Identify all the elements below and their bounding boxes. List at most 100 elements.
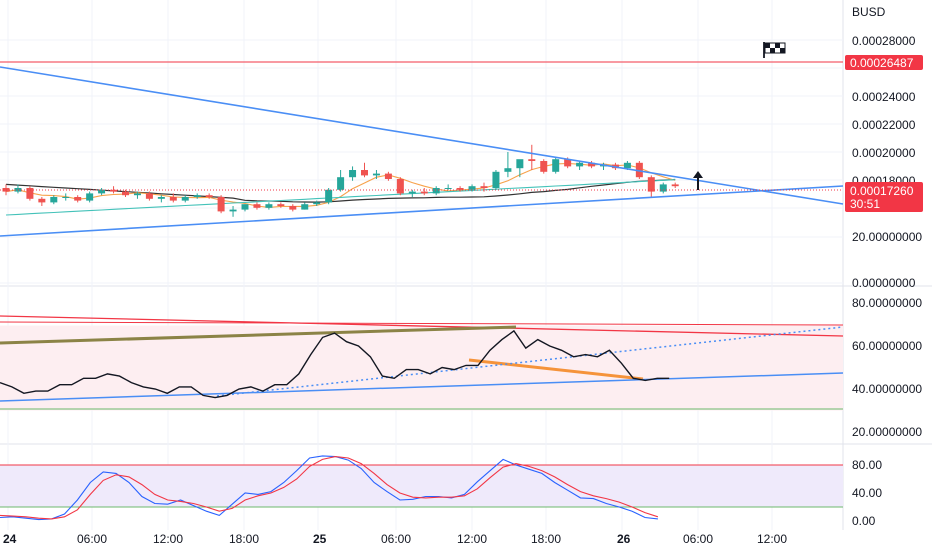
ma-long-line [5,179,676,216]
price-tick-label: 0.00024000 [852,90,916,104]
candle-body [26,188,34,199]
candle-body [372,173,380,176]
stochastic-band-fill [0,465,843,507]
candle-body [74,197,82,201]
candle-body [540,161,548,172]
candle-body [671,184,679,187]
trendline-descending [0,66,844,205]
stochastic-tick-label: 80.00 [852,458,882,472]
candle-body [468,186,476,190]
checkered-flag-icon [763,42,786,58]
candle-body [62,197,70,198]
candle-body [229,209,237,212]
candle-body [444,188,452,189]
candle-body [289,206,297,210]
candle-body [492,171,500,188]
candle-body [301,204,309,210]
oscillator-line [0,329,670,399]
candle-body [277,204,285,206]
candle-body [396,179,404,194]
candle-body [169,197,177,201]
candle-body [217,197,225,212]
oscillator-upper-band [0,321,844,326]
time-tick-label: 12:00 [757,532,787,546]
stochastic-k-line [0,455,658,521]
candle-body [265,204,273,208]
current-price-text: 0.00017260 [850,184,914,198]
candle-body [38,198,46,203]
stochastic-tick-label: 40.00 [852,486,882,500]
countdown-text: 30:51 [850,197,880,211]
candle-body [325,189,333,203]
olive-trendline [0,325,517,345]
price-tick-label: 0.00028000 [852,34,916,48]
candle-body [145,193,153,199]
time-tick-label: 06:00 [381,532,411,546]
time-tick-label: 12:00 [457,532,487,546]
arrow-up-icon [693,171,703,190]
candle-body [86,193,94,201]
candle-body [576,162,584,167]
stochastic-d-line [0,456,659,520]
candle-body [647,177,655,192]
candle-body [408,191,416,194]
candle-body [349,170,357,178]
candle-body [157,197,165,199]
candle-body [504,168,512,172]
price-tick-label: 0.00022000 [852,118,916,132]
ma-slow-line [5,178,676,203]
candle-body [205,195,213,197]
candle-body [432,188,440,194]
time-tick-label: 12:00 [153,532,183,546]
time-tick-label: 06:00 [683,532,713,546]
candle-body [480,186,488,188]
candle-body [50,197,58,203]
currency-label: BUSD [852,5,886,19]
candle-body [14,188,22,192]
oscillator-tick-label: 20.00000000 [852,425,922,439]
candle-body [193,195,201,197]
candle-body [623,162,631,169]
orange-divergence-line [468,358,644,381]
time-tick-label: 25 [313,532,327,546]
candle-body [313,202,321,205]
ma-fast-line [5,162,676,208]
oscillator-tick-label: 60.00000000 [852,339,922,353]
candle-body [552,159,560,172]
candle-body [122,191,129,196]
candle-body [337,177,345,190]
candle-body [659,184,667,192]
time-tick-label: 18:00 [531,532,561,546]
candle-body [564,159,572,167]
candle-body [241,204,249,210]
candle-body [635,162,643,178]
candle-body [516,159,524,169]
price-tick-label-partial: 20.00000000 [852,230,922,244]
hline-price-badge [845,55,923,70]
stochastic-tick-label: 0.00 [852,514,876,528]
time-tick-label: 18:00 [229,532,259,546]
oscillator-blue-trend [0,372,844,402]
oscillator-red-trend [0,315,844,337]
time-tick-label: 24 [3,532,17,546]
candle-body [420,191,428,194]
time-tick-label: 26 [617,532,631,546]
price-tick-label: 0.00000000 [852,276,916,290]
candle-body [133,193,141,196]
trendline-ascending [0,185,844,237]
candle-body [110,189,118,192]
candle-body [528,159,536,161]
time-tick-label: 06:00 [77,532,107,546]
candle-body [456,188,464,190]
candle-body [384,173,392,179]
price-tick-label: 0.00020000 [852,146,916,160]
candle-body [98,189,106,194]
oscillator-tick-label: 40.00000000 [852,382,922,396]
candle-body [361,170,368,176]
candle-body [253,204,261,208]
candle-body [588,162,596,167]
oscillator-tick-label: 80.00000000 [852,296,922,310]
hline-price-text: 0.00026487 [850,56,914,70]
